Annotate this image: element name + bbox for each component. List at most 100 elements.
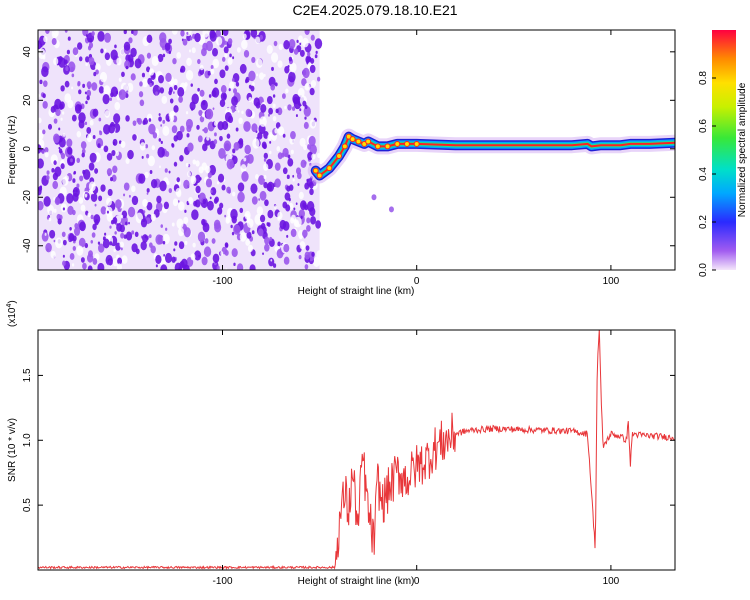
noise-speck (314, 54, 318, 59)
noise-speck (179, 125, 185, 133)
noise-speck (166, 180, 170, 185)
noise-speck (206, 135, 210, 141)
noise-speck (316, 250, 323, 260)
noise-speck (243, 155, 250, 164)
noise-speck (104, 110, 110, 118)
noise-speck (183, 179, 190, 189)
noise-speck (113, 113, 121, 124)
noise-speck (299, 241, 306, 250)
noise-speck (229, 81, 235, 89)
noise-speck (97, 30, 105, 42)
noise-speck (299, 137, 306, 147)
noise-speck (99, 130, 102, 133)
noise-speck (306, 225, 311, 232)
noise-speck (125, 65, 129, 70)
noise-speck (229, 53, 232, 58)
noise-speck (146, 188, 150, 193)
noise-speck (210, 68, 215, 75)
noise-speck (295, 202, 298, 206)
noise-speck (111, 174, 117, 182)
noise-speck (66, 146, 73, 155)
noise-speck (254, 174, 259, 180)
noise-speck (91, 31, 95, 37)
noise-speck (110, 92, 114, 98)
noise-speck (305, 245, 310, 251)
noise-speck (109, 225, 112, 229)
noise-speck (168, 188, 173, 194)
noise-speck (251, 230, 255, 235)
noise-speck (217, 173, 225, 183)
noise-speck (88, 162, 95, 171)
noise-speck (172, 57, 177, 65)
noise-speck (220, 251, 224, 256)
noise-speck (302, 67, 310, 79)
noise-speck (311, 251, 315, 257)
noise-speck (70, 158, 73, 163)
noise-speck (95, 69, 99, 75)
noise-speck (135, 248, 140, 255)
noise-speck (44, 151, 49, 158)
noise-speck (86, 81, 92, 89)
noise-speck (155, 234, 163, 245)
noise-speck (306, 217, 311, 224)
noise-speck (223, 140, 232, 152)
noise-speck (277, 126, 285, 136)
noise-speck (109, 241, 113, 246)
noise-speck (185, 111, 189, 115)
noise-speck (50, 105, 56, 113)
noise-speck (226, 133, 231, 139)
noise-speck (292, 106, 296, 111)
noise-speck (232, 148, 236, 154)
noise-speck (125, 221, 128, 226)
noise-speck (215, 36, 223, 46)
noise-speck (66, 138, 73, 148)
noise-speck (267, 133, 273, 141)
noise-speck (114, 231, 117, 235)
noise-speck (290, 228, 297, 238)
noise-speck (138, 91, 144, 98)
noise-speck (52, 180, 59, 190)
noise-speck (259, 34, 264, 40)
signal-point (326, 165, 333, 172)
noise-speck (317, 76, 321, 82)
noise-speck (212, 107, 215, 110)
noise-speck (293, 207, 296, 211)
noise-speck (284, 65, 290, 74)
noise-speck (225, 217, 230, 224)
noise-speck (303, 106, 311, 117)
x-tick-label: 100 (603, 276, 620, 287)
noise-speck (277, 246, 280, 249)
noise-speck (278, 43, 283, 51)
noise-speck (50, 250, 56, 259)
noise-speck (224, 65, 229, 71)
noise-speck (123, 193, 126, 197)
y-tick-label: 20 (22, 94, 33, 106)
noise-speck (262, 252, 264, 256)
noise-speck (201, 112, 205, 118)
noise-speck (285, 152, 289, 158)
noise-speck (277, 107, 283, 116)
noise-speck (73, 170, 77, 175)
noise-speck (51, 168, 55, 173)
noise-speck (282, 133, 286, 138)
noise-speck (107, 258, 113, 266)
noise-speck (139, 142, 146, 151)
noise-speck (304, 82, 310, 91)
noise-speck (302, 100, 307, 107)
noise-speck (221, 120, 229, 130)
noise-speck (148, 242, 153, 248)
noise-speck (54, 197, 61, 206)
noise-speck (54, 166, 62, 177)
noise-speck (202, 42, 208, 51)
noise-speck (186, 133, 190, 138)
noise-speck (92, 134, 96, 139)
noise-speck (112, 141, 116, 146)
noise-speck (92, 258, 98, 265)
noise-speck (120, 232, 125, 239)
noise-speck (237, 182, 245, 192)
noise-speck (88, 57, 95, 66)
noise-speck (42, 129, 46, 135)
noise-speck (228, 88, 231, 92)
noise-speck (86, 89, 92, 97)
noise-speck (71, 209, 76, 216)
